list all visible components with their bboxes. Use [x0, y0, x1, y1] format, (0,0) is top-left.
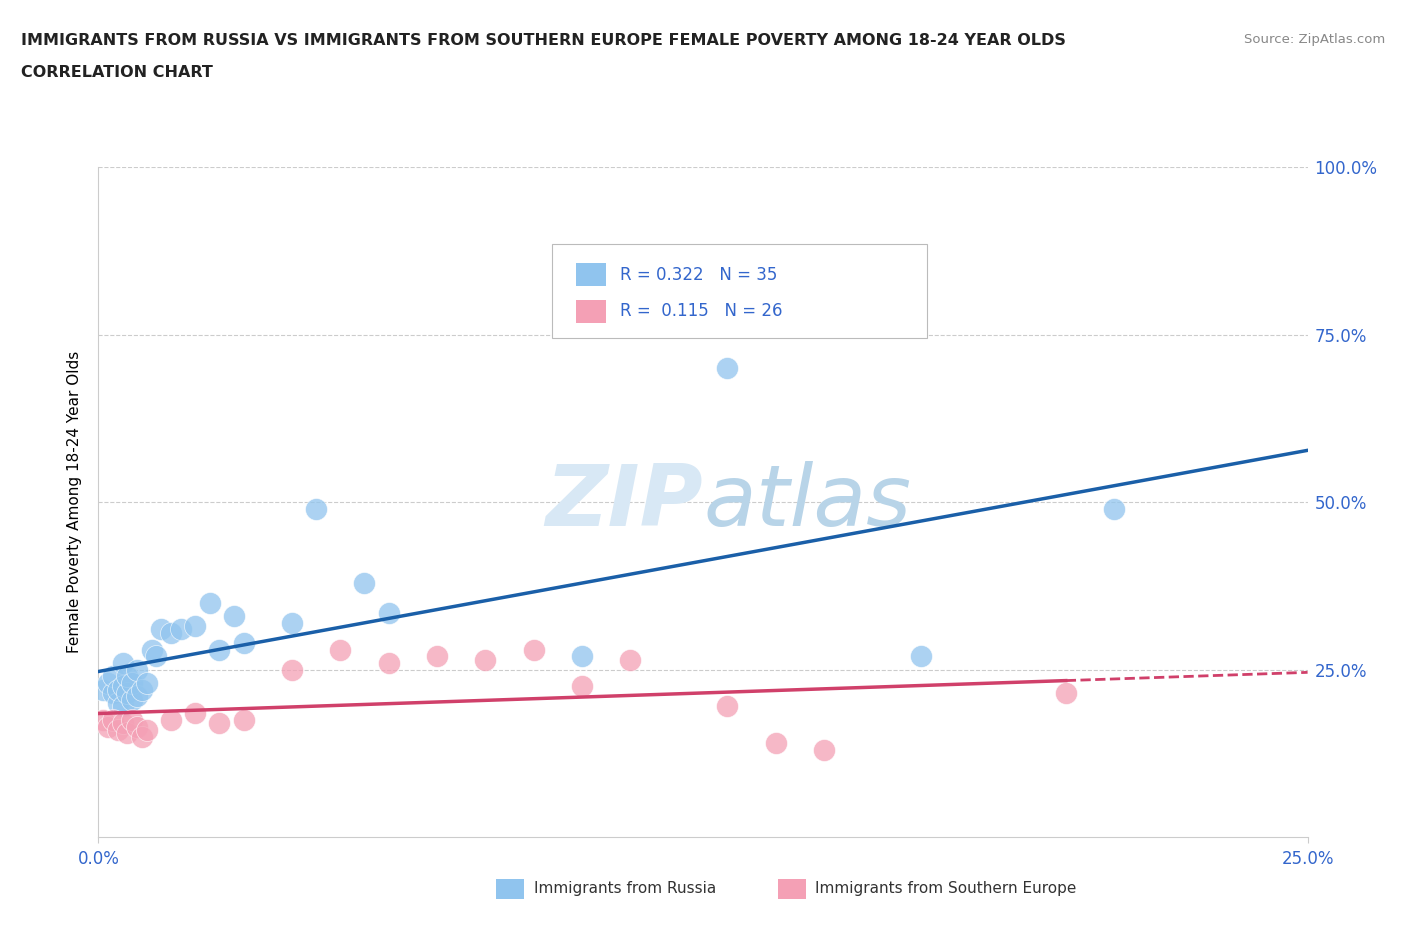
- Point: [619, 652, 641, 667]
- Text: IMMIGRANTS FROM RUSSIA VS IMMIGRANTS FROM SOUTHERN EUROPE FEMALE POVERTY AMONG 1: IMMIGRANTS FROM RUSSIA VS IMMIGRANTS FRO…: [21, 33, 1066, 47]
- Point: [377, 656, 399, 671]
- Point: [107, 723, 129, 737]
- Point: [910, 649, 932, 664]
- Point: [232, 712, 254, 727]
- FancyBboxPatch shape: [576, 263, 606, 286]
- Point: [329, 642, 352, 657]
- Point: [377, 605, 399, 620]
- Text: Source: ZipAtlas.com: Source: ZipAtlas.com: [1244, 33, 1385, 46]
- Point: [97, 675, 120, 690]
- Point: [160, 712, 183, 727]
- Point: [107, 696, 129, 711]
- Point: [135, 675, 157, 690]
- Text: Immigrants from Russia: Immigrants from Russia: [534, 881, 717, 896]
- Point: [127, 719, 149, 734]
- Point: [101, 685, 124, 700]
- Point: [523, 642, 546, 657]
- Point: [208, 642, 231, 657]
- Point: [571, 679, 593, 694]
- Point: [91, 712, 114, 727]
- Point: [111, 656, 134, 671]
- Point: [121, 692, 143, 707]
- Text: atlas: atlas: [703, 460, 911, 544]
- Point: [131, 729, 153, 744]
- Point: [813, 742, 835, 757]
- Point: [141, 642, 163, 657]
- Point: [131, 683, 153, 698]
- Point: [91, 683, 114, 698]
- Point: [111, 716, 134, 731]
- FancyBboxPatch shape: [576, 299, 606, 323]
- Point: [117, 725, 139, 740]
- Point: [111, 699, 134, 714]
- Point: [121, 675, 143, 690]
- Point: [208, 716, 231, 731]
- Text: R = 0.322   N = 35: R = 0.322 N = 35: [620, 266, 778, 284]
- Point: [150, 622, 173, 637]
- Point: [97, 719, 120, 734]
- Point: [426, 649, 449, 664]
- Text: R =  0.115   N = 26: R = 0.115 N = 26: [620, 302, 783, 320]
- Point: [281, 616, 304, 631]
- Point: [353, 575, 375, 590]
- Point: [127, 689, 149, 704]
- Point: [101, 669, 124, 684]
- Point: [765, 736, 787, 751]
- Point: [135, 723, 157, 737]
- Point: [716, 699, 738, 714]
- Point: [1054, 685, 1077, 700]
- Point: [111, 679, 134, 694]
- Point: [198, 595, 221, 610]
- Point: [121, 712, 143, 727]
- Text: ZIP: ZIP: [546, 460, 703, 544]
- Point: [571, 649, 593, 664]
- Point: [184, 706, 207, 721]
- Point: [127, 662, 149, 677]
- Point: [716, 361, 738, 376]
- Point: [1102, 501, 1125, 516]
- Point: [474, 652, 496, 667]
- Point: [101, 712, 124, 727]
- Point: [107, 683, 129, 698]
- Point: [117, 669, 139, 684]
- Point: [281, 662, 304, 677]
- Point: [305, 501, 328, 516]
- FancyBboxPatch shape: [553, 245, 927, 339]
- Point: [169, 622, 191, 637]
- Point: [184, 618, 207, 633]
- Point: [160, 625, 183, 640]
- Point: [117, 685, 139, 700]
- Point: [222, 608, 245, 623]
- Text: CORRELATION CHART: CORRELATION CHART: [21, 65, 212, 80]
- Text: Immigrants from Southern Europe: Immigrants from Southern Europe: [815, 881, 1077, 896]
- Point: [232, 635, 254, 650]
- Y-axis label: Female Poverty Among 18-24 Year Olds: Female Poverty Among 18-24 Year Olds: [67, 352, 83, 654]
- Point: [145, 649, 167, 664]
